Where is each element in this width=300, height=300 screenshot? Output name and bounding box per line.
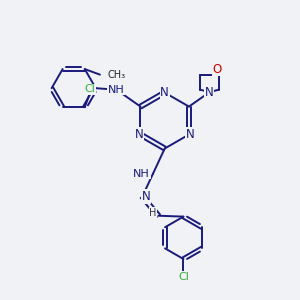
Text: N: N xyxy=(205,86,214,99)
Text: Cl: Cl xyxy=(85,84,96,94)
Text: NH: NH xyxy=(108,85,125,95)
Text: NH: NH xyxy=(133,169,150,179)
Text: CH₃: CH₃ xyxy=(107,70,125,80)
Text: N: N xyxy=(186,128,195,141)
Text: N: N xyxy=(160,86,169,99)
Text: H: H xyxy=(149,208,157,218)
Text: Cl: Cl xyxy=(178,272,189,282)
Text: O: O xyxy=(212,63,221,76)
Text: N: N xyxy=(142,190,150,203)
Text: N: N xyxy=(135,128,143,141)
